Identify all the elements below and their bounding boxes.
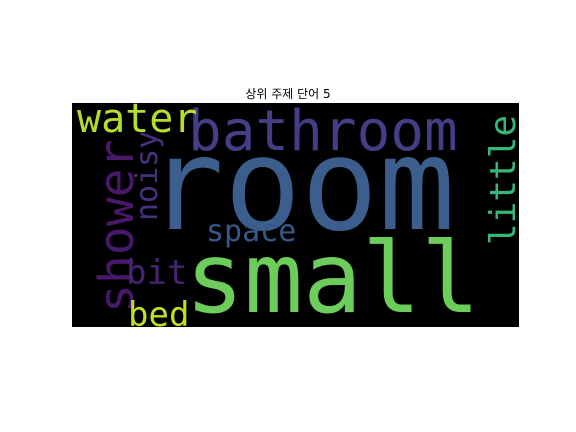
word-small: small [185, 222, 480, 327]
word-bed: bed [128, 295, 189, 327]
word-little: little [483, 115, 519, 245]
word-bit: bit [126, 253, 187, 293]
word-space: space [206, 214, 296, 249]
cloud-background [72, 103, 519, 327]
word-room: room [147, 111, 455, 260]
chart-title: 상위 주제 단어 5 [245, 87, 331, 101]
word-water: water [77, 103, 197, 142]
word-bathroom: bathroom [188, 103, 458, 164]
word-noisy: noisy [130, 131, 165, 221]
word-shower: shower [89, 140, 145, 313]
